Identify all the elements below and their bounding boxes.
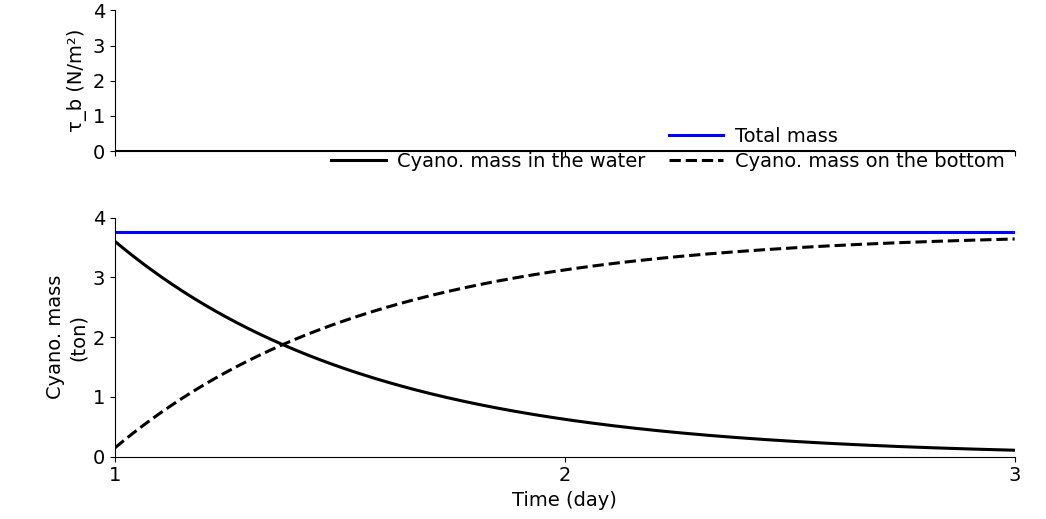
Y-axis label: τ_b (N/m²): τ_b (N/m²) [67, 29, 88, 132]
X-axis label: Time (day): Time (day) [513, 491, 617, 510]
Legend: , Cyano. mass in the water, Total mass, Cyano. mass on the bottom: , Cyano. mass in the water, Total mass, … [332, 127, 1005, 171]
Y-axis label: Cyano. mass
(ton): Cyano. mass (ton) [46, 275, 88, 399]
